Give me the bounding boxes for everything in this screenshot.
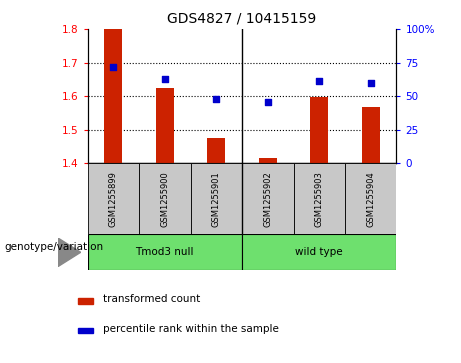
Bar [88, 234, 242, 270]
Bar [310, 97, 328, 163]
Text: transformed count: transformed count [103, 294, 201, 304]
Text: Tmod3 null: Tmod3 null [136, 247, 194, 257]
Title: GDS4827 / 10415159: GDS4827 / 10415159 [167, 11, 317, 25]
Bar [104, 29, 122, 163]
Point [213, 96, 220, 102]
Text: GSM1255900: GSM1255900 [160, 171, 169, 227]
Bar [78, 328, 93, 333]
Bar [156, 88, 174, 163]
Point [367, 80, 374, 86]
Point [264, 99, 272, 105]
Text: wild type: wild type [296, 247, 343, 257]
Bar [242, 163, 294, 234]
Text: GSM1255902: GSM1255902 [263, 171, 272, 227]
Bar [259, 158, 277, 163]
Bar [294, 163, 345, 234]
Bar [362, 107, 380, 163]
Bar [242, 234, 396, 270]
Point [110, 64, 117, 70]
Bar [88, 163, 139, 234]
Bar [139, 163, 190, 234]
Text: GSM1255903: GSM1255903 [315, 171, 324, 227]
Text: genotype/variation: genotype/variation [5, 242, 104, 252]
Bar [190, 163, 242, 234]
Bar [345, 163, 396, 234]
Polygon shape [58, 238, 81, 267]
Point [161, 76, 168, 82]
Point [315, 78, 323, 84]
Text: GSM1255901: GSM1255901 [212, 171, 221, 227]
Text: GSM1255899: GSM1255899 [109, 171, 118, 227]
Text: GSM1255904: GSM1255904 [366, 171, 375, 227]
Bar [78, 298, 93, 304]
Text: percentile rank within the sample: percentile rank within the sample [103, 324, 279, 334]
Bar [207, 138, 225, 163]
